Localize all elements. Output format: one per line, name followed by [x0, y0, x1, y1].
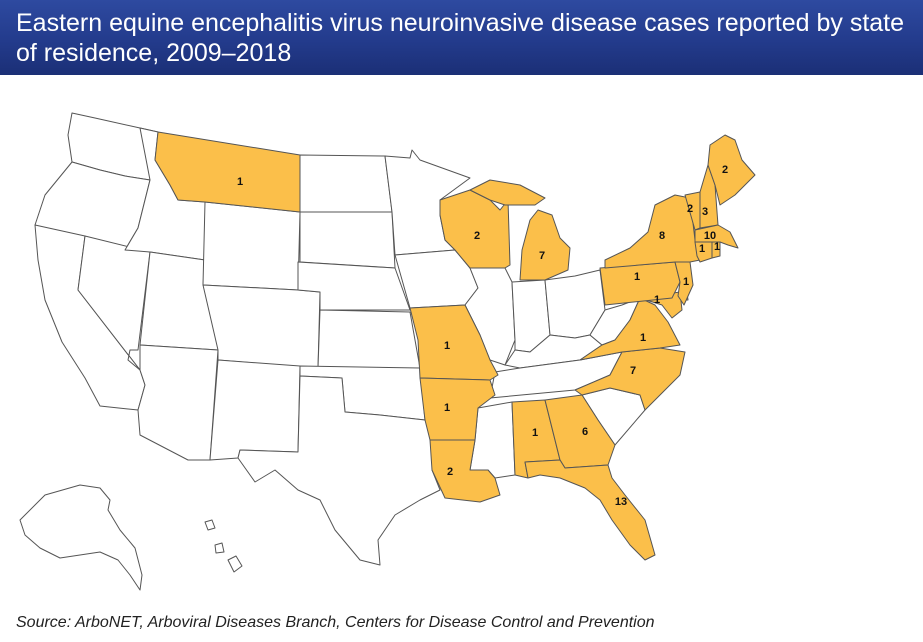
state-north-dakota — [299, 154, 393, 213]
us-map: 1 2 7 1 1 2 1 6 13 7 1 1 1 1 8 1 1 10 2 … — [0, 75, 923, 610]
label-new-jersey: 1 — [683, 276, 689, 288]
state-north-carolina — [574, 347, 686, 411]
label-rhode-island: 1 — [714, 241, 720, 253]
label-michigan: 7 — [539, 250, 545, 262]
state-maine — [707, 134, 756, 206]
label-new-york: 8 — [659, 230, 665, 242]
state-new-york — [604, 194, 701, 269]
state-illinois — [464, 267, 516, 366]
state-louisiana — [429, 439, 501, 503]
state-pennsylvania — [599, 261, 681, 306]
state-arkansas — [419, 377, 496, 441]
label-arkansas: 1 — [444, 402, 450, 414]
state-rhode-island — [711, 241, 721, 259]
label-maryland: 1 — [654, 294, 660, 306]
label-pennsylvania: 1 — [634, 271, 640, 283]
label-louisiana: 2 — [447, 466, 453, 478]
state-wisconsin — [439, 189, 511, 269]
label-new-hampshire: 3 — [702, 206, 708, 218]
state-colorado — [202, 284, 321, 369]
source-note: Source: ArboNET, Arboviral Diseases Bran… — [16, 614, 655, 631]
state-arizona — [137, 344, 219, 461]
label-alabama: 1 — [532, 427, 538, 439]
state-south-dakota — [299, 211, 396, 269]
state-kansas — [317, 309, 421, 369]
state-missouri — [409, 304, 499, 381]
state-wyoming — [202, 201, 301, 291]
label-florida: 13 — [615, 496, 627, 508]
page-title: Eastern equine encephalitis virus neuroi… — [16, 9, 905, 67]
label-north-carolina: 7 — [630, 365, 636, 377]
us-map-svg: 1 2 7 1 1 2 1 6 13 7 1 1 1 1 8 1 1 10 2 … — [19, 112, 756, 591]
label-maine: 2 — [722, 164, 728, 176]
title-banner: Eastern equine encephalitis virus neuroi… — [0, 0, 923, 75]
state-new-mexico — [209, 359, 301, 461]
state-michigan — [519, 209, 571, 281]
state-virginia — [579, 297, 681, 361]
label-massachusetts: 10 — [704, 230, 716, 242]
state-montana — [154, 131, 301, 213]
state-michigan-upper — [469, 179, 546, 206]
label-virginia: 1 — [640, 332, 646, 344]
label-connecticut: 1 — [699, 243, 705, 255]
state-alaska — [19, 484, 143, 591]
label-montana: 1 — [237, 176, 243, 188]
state-texas — [237, 375, 441, 566]
label-missouri: 1 — [444, 340, 450, 352]
state-connecticut — [694, 241, 713, 263]
label-wisconsin: 2 — [474, 230, 480, 242]
label-vermont: 2 — [687, 203, 693, 215]
label-georgia: 6 — [582, 426, 588, 438]
state-hawaii — [204, 519, 243, 573]
state-florida — [524, 459, 656, 561]
